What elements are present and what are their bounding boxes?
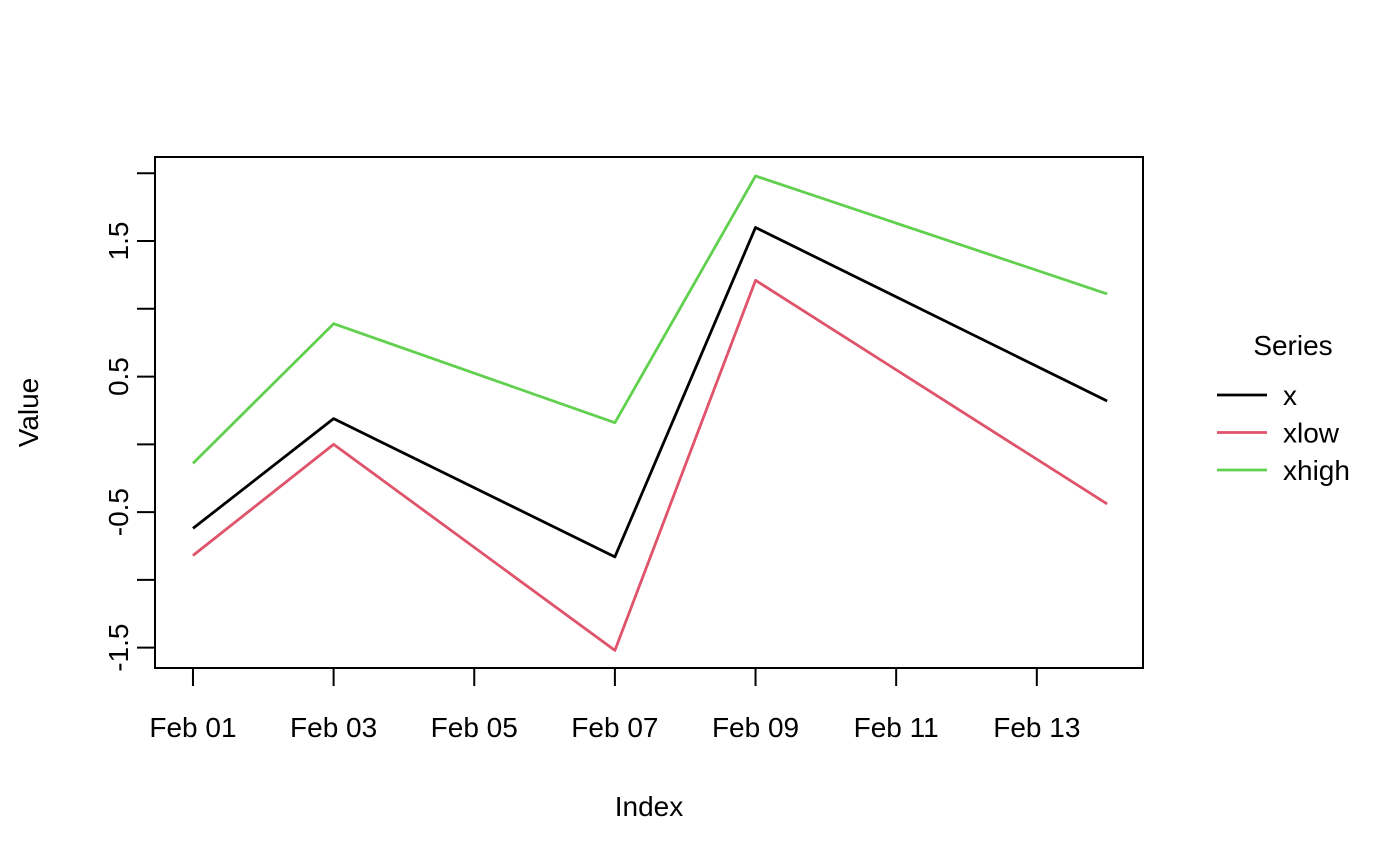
- x-axis-tick-label: Feb 07: [571, 712, 658, 743]
- plot-border: [154, 156, 1144, 669]
- y-axis-tick-label: -0.5: [103, 488, 134, 536]
- x-axis-tick-label: Feb 11: [854, 712, 939, 743]
- y-axis-tick-label: 0.5: [103, 357, 134, 396]
- x-axis: Feb 01 Feb 03 Feb 05 Feb 07 Feb 09 Feb 11 Feb …: [149, 668, 1080, 743]
- x-axis-tick-label: Feb 01: [149, 712, 236, 743]
- y-axis-tick-label: -1.5: [103, 624, 134, 672]
- x-axis-tick-label: Feb 03: [290, 712, 377, 743]
- series-line-x: [192, 226, 1108, 559]
- series-line-xhigh: [191, 174, 1108, 465]
- legend: Series x xlow xhigh: [1217, 330, 1350, 486]
- y-axis: -1.5 -0.5 0.5 1.5: [103, 172, 155, 672]
- legend-label-xlow: xlow: [1283, 418, 1340, 449]
- series-line-xlow: [192, 278, 1108, 652]
- legend-title: Series: [1253, 330, 1332, 361]
- legend-label-xhigh: xhigh: [1283, 455, 1350, 486]
- x-axis-tick-label: Feb 05: [431, 712, 518, 743]
- y-axis-tick-label: 1.5: [103, 222, 134, 261]
- series-lines: [191, 174, 1108, 652]
- x-axis-title: Index: [615, 791, 684, 822]
- legend-label-x: x: [1283, 380, 1297, 411]
- x-axis-tick-label: Feb 13: [993, 712, 1080, 743]
- y-axis-title: Value: [13, 378, 44, 448]
- x-axis-tick-label: Feb 09: [712, 712, 799, 743]
